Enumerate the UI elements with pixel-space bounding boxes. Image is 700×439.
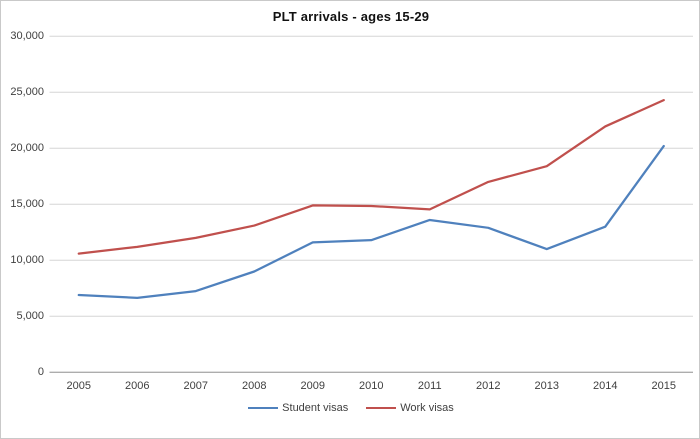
y-tick-label: 20,000 xyxy=(10,142,44,155)
legend-item-work-visas: Work visas xyxy=(366,402,454,414)
x-tick-label: 2011 xyxy=(417,380,442,392)
x-tick-label: 2014 xyxy=(593,380,618,392)
series-line-student-visas xyxy=(77,144,665,299)
y-tick-label: 30,000 xyxy=(10,30,44,43)
x-tick-label: 2010 xyxy=(359,380,384,392)
y-tick-label: 15,000 xyxy=(10,198,44,211)
y-tick-label: 5,000 xyxy=(16,310,44,323)
y-tick-label: 10,000 xyxy=(10,254,44,267)
x-tick-label: 2013 xyxy=(534,380,559,392)
x-tick-label: 2007 xyxy=(183,380,208,392)
x-tick-label: 2006 xyxy=(125,380,150,392)
y-tick-label: 0 xyxy=(37,366,44,379)
legend: Student visas Work visas xyxy=(1,402,699,414)
legend-line-swatch-work-visas xyxy=(366,407,397,409)
x-tick-label: 2009 xyxy=(300,380,325,392)
x-tick-label: 2015 xyxy=(651,380,676,392)
legend-item-student-visas: Student visas xyxy=(248,402,348,414)
x-tick-label: 2005 xyxy=(66,380,91,392)
y-tick-label: 25,000 xyxy=(10,86,44,99)
series-line-work-visas xyxy=(77,99,665,255)
x-tick-label: 2012 xyxy=(476,380,501,392)
legend-label-student-visas: Student visas xyxy=(282,402,349,414)
chart-title: PLT arrivals - ages 15-29 xyxy=(272,9,430,24)
x-tick-label: 2008 xyxy=(242,380,267,392)
legend-label-work-visas: Work visas xyxy=(400,402,454,414)
legend-line-swatch-student-visas xyxy=(248,407,279,409)
